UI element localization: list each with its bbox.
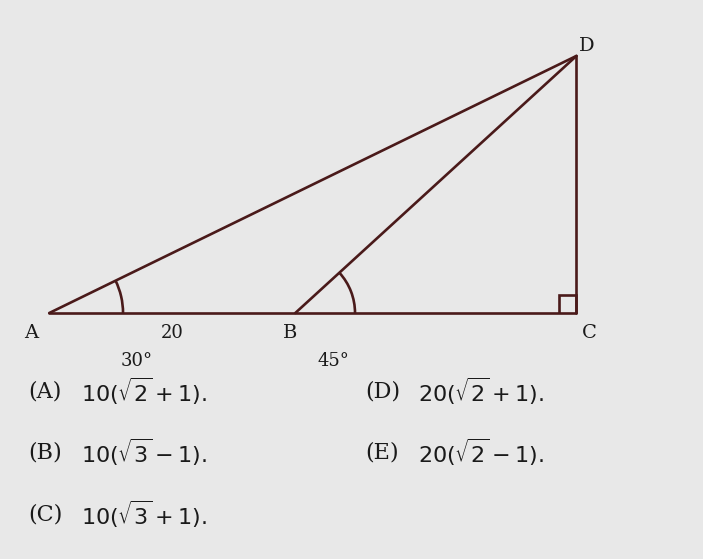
Text: $10(\sqrt{2}+1).$: $10(\sqrt{2}+1).$ <box>81 376 207 407</box>
Text: (E): (E) <box>366 442 399 464</box>
Text: $10(\sqrt{3}+1).$: $10(\sqrt{3}+1).$ <box>81 499 207 530</box>
Text: (B): (B) <box>28 442 62 464</box>
Text: (D): (D) <box>366 380 401 402</box>
Text: B: B <box>283 324 297 342</box>
Text: D: D <box>579 37 595 55</box>
Text: (C): (C) <box>28 503 63 525</box>
Text: $10(\sqrt{3}-1).$: $10(\sqrt{3}-1).$ <box>81 437 207 468</box>
Text: 45°: 45° <box>318 352 350 369</box>
Text: $20(\sqrt{2}+1).$: $20(\sqrt{2}+1).$ <box>418 376 545 407</box>
Text: $20(\sqrt{2}-1).$: $20(\sqrt{2}-1).$ <box>418 437 545 468</box>
Text: (A): (A) <box>28 380 61 402</box>
Text: 20: 20 <box>161 324 183 342</box>
Text: C: C <box>581 324 597 342</box>
Text: A: A <box>25 324 39 342</box>
Text: 30°: 30° <box>121 352 153 369</box>
